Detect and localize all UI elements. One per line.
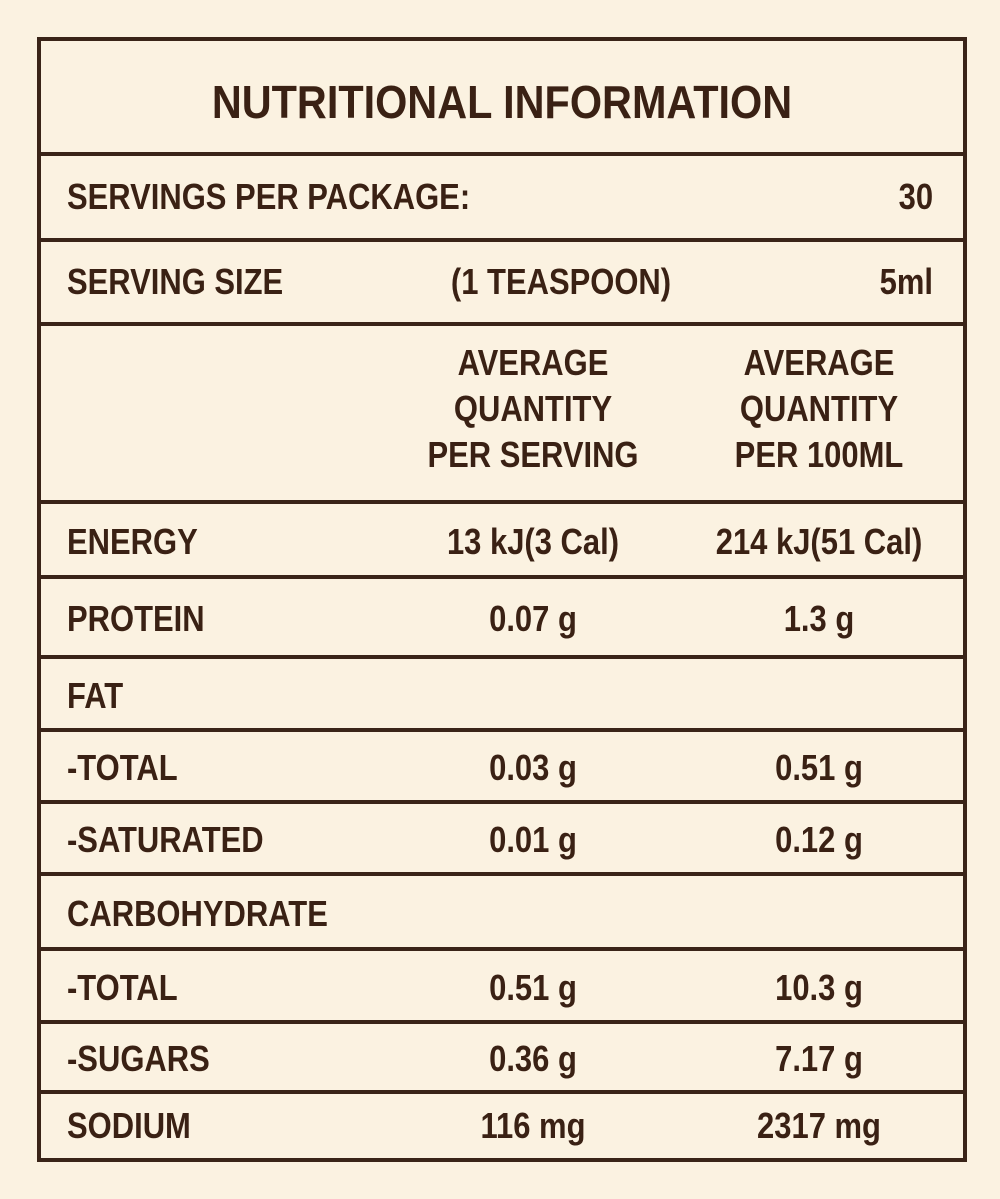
table-row: PROTEIN 0.07 g 1.3 g — [41, 579, 963, 659]
per-serving: 0.07 g — [489, 598, 577, 639]
table-row: NUTRITIONAL INFORMATION — [41, 41, 963, 156]
per-serving: 0.03 g — [489, 747, 577, 788]
nutrient-label: PROTEIN — [67, 598, 205, 639]
nutrient-label: -SUGARS — [67, 1038, 210, 1079]
table-row: -SUGARS 0.36 g 7.17 g — [41, 1024, 963, 1094]
column-header: AVERAGE QUANTITY PER SERVING — [427, 342, 639, 475]
table-row: FAT — [41, 659, 963, 732]
nutrient-label: SODIUM — [67, 1105, 191, 1146]
label: SERVING SIZE — [67, 261, 284, 302]
value: 30 — [898, 176, 933, 217]
nutrient-label: -TOTAL — [67, 747, 178, 788]
per-100ml: 0.12 g — [775, 819, 863, 860]
nutrient-label: ENERGY — [67, 520, 198, 562]
table-row: ENERGY 13 kJ(3 Cal) 214 kJ(51 Cal) — [41, 504, 963, 579]
per-100ml: 7.17 g — [775, 1038, 863, 1079]
table-row: -SATURATED 0.01 g 0.12 g — [41, 804, 963, 876]
table-row: SERVING SIZE (1 TEASPOON) 5ml — [41, 242, 963, 326]
note: (1 TEASPOON) — [450, 261, 672, 302]
column-header: AVERAGE QUANTITY PER 100ML — [734, 342, 904, 475]
per-serving: 0.01 g — [489, 819, 577, 860]
nutrient-label: -SATURATED — [67, 819, 264, 860]
nutrient-label: FAT — [67, 674, 124, 716]
per-100ml: 0.51 g — [775, 747, 863, 788]
per-100ml: 2317 mg — [757, 1105, 881, 1146]
table-row: SERVINGS PER PACKAGE: 30 — [41, 156, 963, 242]
label: SERVINGS PER PACKAGE: — [67, 176, 471, 217]
nutrient-label: CARBOHYDRATE — [67, 892, 328, 934]
table-row: -TOTAL 0.03 g 0.51 g — [41, 732, 963, 804]
table-row: AVERAGE QUANTITY PER SERVING AVERAGE QUAN… — [41, 326, 963, 504]
nutrition-panel: NUTRITIONAL INFORMATION SERVINGS PER PACK… — [37, 37, 967, 1162]
per-serving: 0.51 g — [489, 966, 577, 1008]
nutrient-label: -TOTAL — [67, 966, 178, 1008]
per-serving: 0.36 g — [489, 1038, 577, 1079]
per-100ml: 214 kJ(51 Cal) — [715, 520, 923, 562]
table-row: SODIUM 116 mg 2317 mg — [41, 1094, 963, 1158]
per-serving: 13 kJ(3 Cal) — [446, 520, 620, 562]
per-100ml: 10.3 g — [775, 966, 863, 1008]
value: 5ml — [879, 261, 933, 302]
table-row: CARBOHYDRATE — [41, 876, 963, 951]
title: NUTRITIONAL INFORMATION — [211, 76, 793, 128]
per-serving: 116 mg — [480, 1105, 586, 1146]
table-row: -TOTAL 0.51 g 10.3 g — [41, 951, 963, 1024]
per-100ml: 1.3 g — [783, 598, 855, 639]
